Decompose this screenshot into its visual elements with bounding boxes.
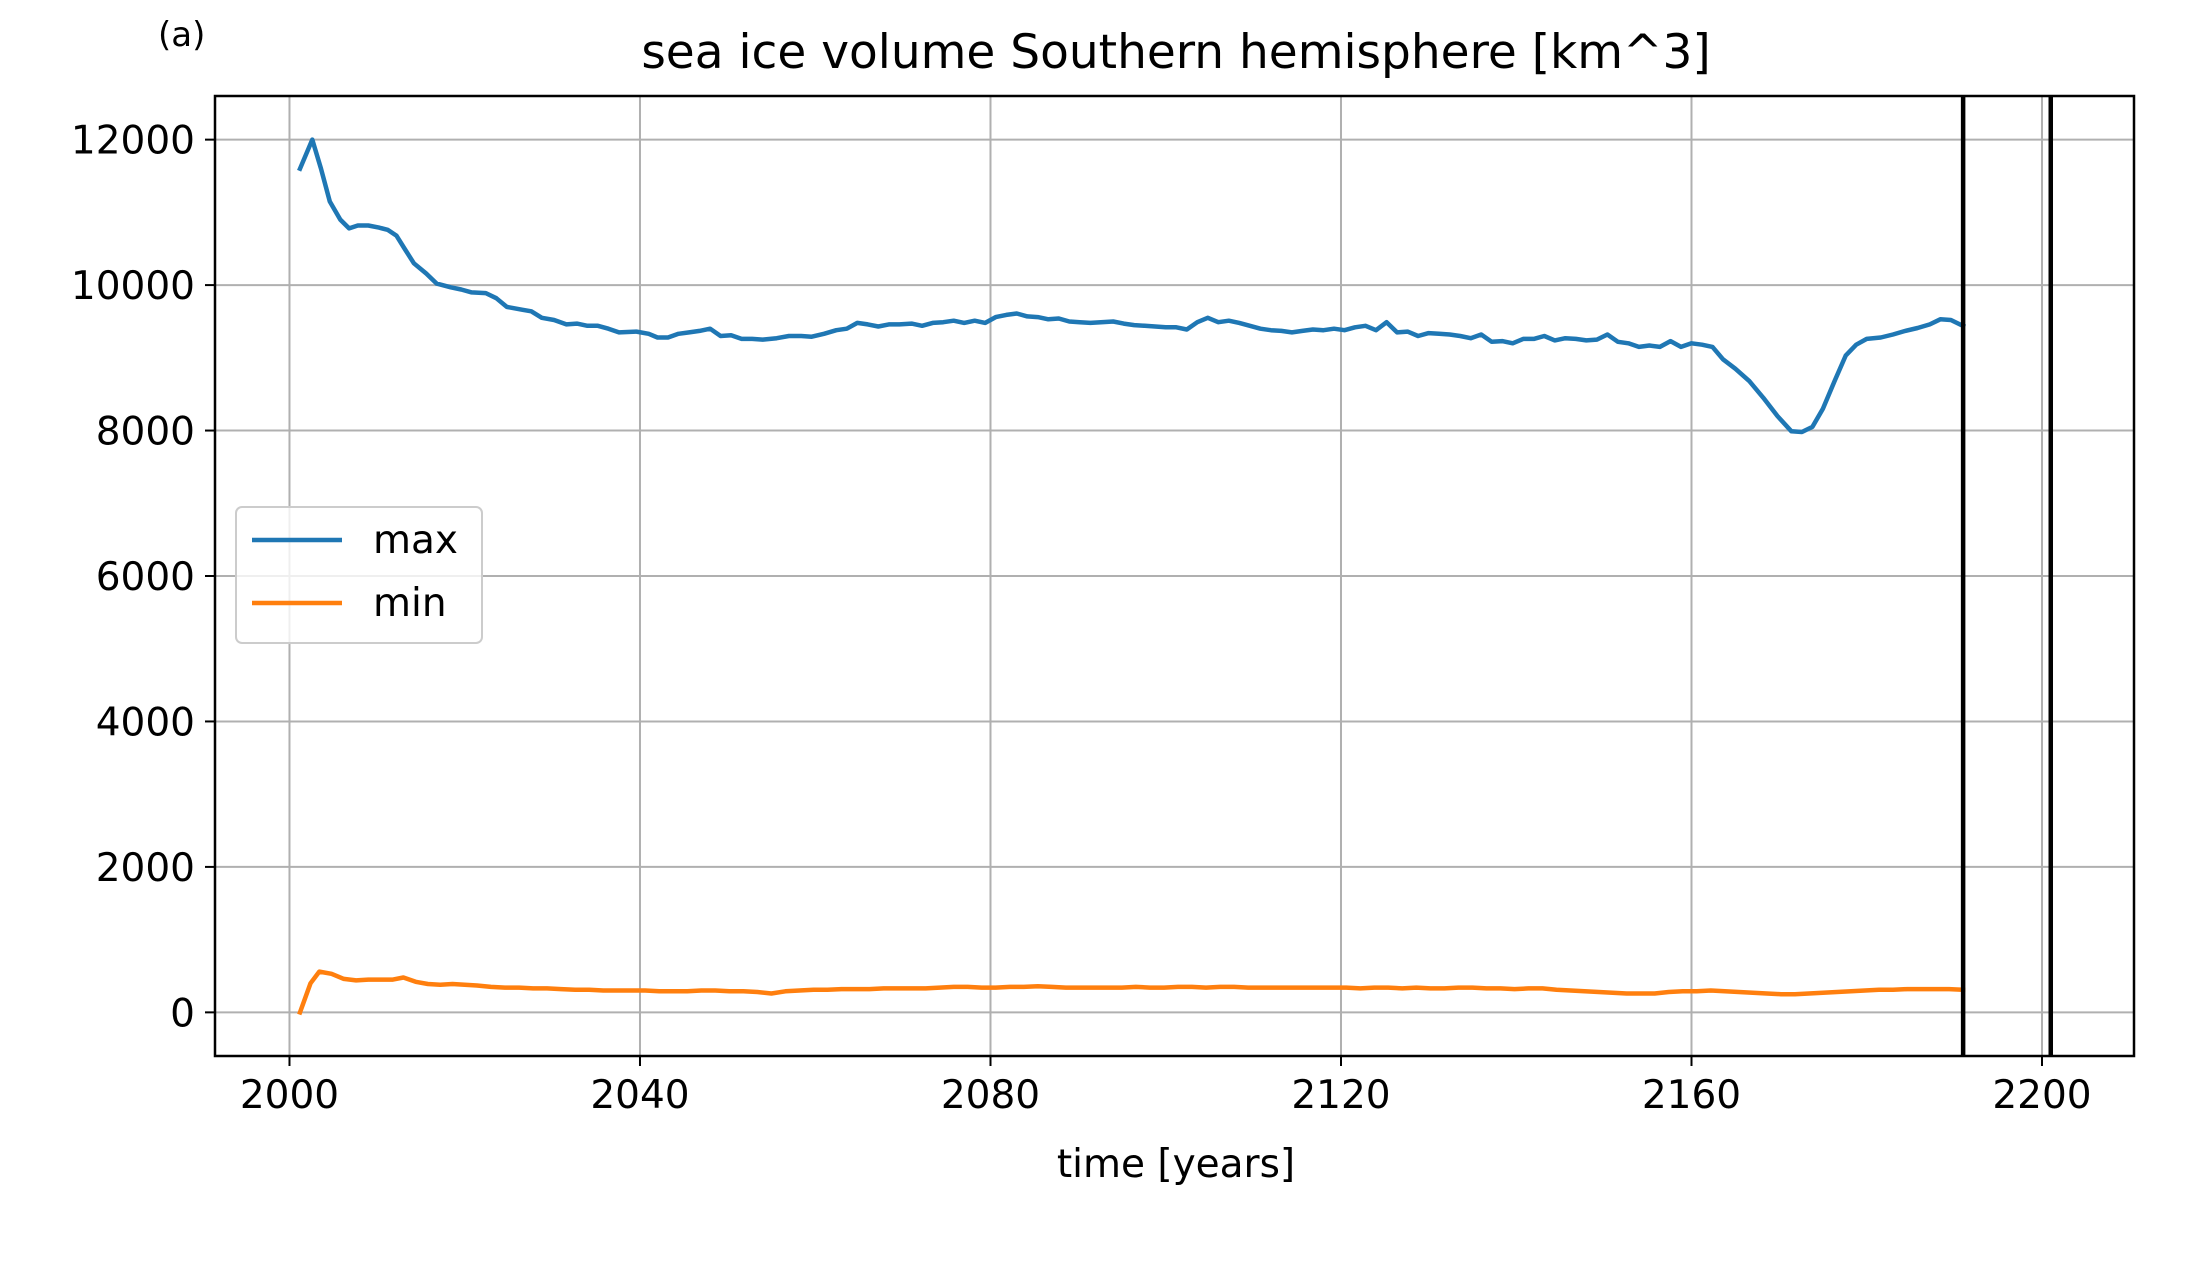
y-tick-label: 0 xyxy=(170,991,195,1036)
x-tick-label: 2160 xyxy=(1642,1073,1741,1118)
y-axis: 0 2000 4000 6000 8000 10000 12000 xyxy=(71,119,215,1036)
series-line-min xyxy=(297,969,1966,1016)
y-tick-label: 6000 xyxy=(96,555,195,600)
x-axis-label: time [years] xyxy=(1057,1142,1295,1187)
x-tick-label: 2200 xyxy=(1992,1073,2091,1118)
legend-label-min: min xyxy=(373,581,447,626)
gridlines xyxy=(215,96,2134,1056)
vline-layer xyxy=(1960,96,2054,1056)
x-tick-label: 2000 xyxy=(240,1073,339,1118)
x-tick-label: 2120 xyxy=(1291,1073,1390,1118)
x-tick-label: 2040 xyxy=(590,1073,689,1118)
y-tick-label: 12000 xyxy=(71,119,195,164)
chart-title: sea ice volume Southern hemisphere [km^3… xyxy=(641,25,1710,80)
series-layer xyxy=(297,137,1967,1016)
x-axis: 2000 2040 2080 2120 2160 2200 xyxy=(240,1056,2092,1118)
legend-label-max: max xyxy=(373,518,458,563)
series-line-max xyxy=(297,137,1967,435)
panel-label: (a) xyxy=(158,15,205,55)
legend: max min xyxy=(235,506,483,644)
y-tick-label: 10000 xyxy=(71,264,195,309)
y-tick-label: 2000 xyxy=(96,846,195,891)
y-tick-label: 8000 xyxy=(96,410,195,455)
x-tick-label: 2080 xyxy=(941,1073,1040,1118)
y-tick-label: 4000 xyxy=(96,700,195,745)
